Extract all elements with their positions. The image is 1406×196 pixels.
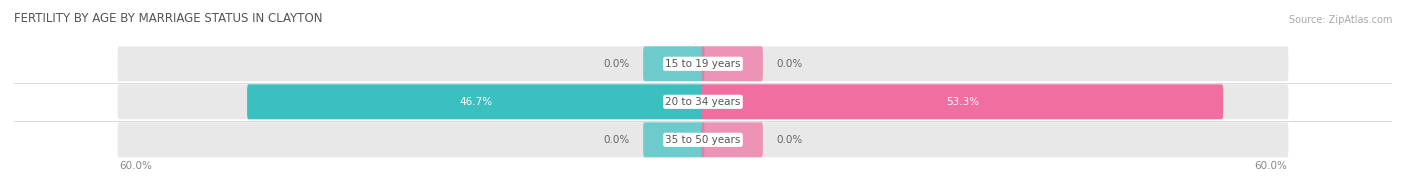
FancyBboxPatch shape <box>702 84 1223 119</box>
Text: 60.0%: 60.0% <box>1254 161 1286 171</box>
FancyBboxPatch shape <box>118 84 1288 119</box>
FancyBboxPatch shape <box>702 122 763 157</box>
Text: 0.0%: 0.0% <box>603 59 630 69</box>
Text: 53.3%: 53.3% <box>946 97 979 107</box>
FancyBboxPatch shape <box>643 46 704 81</box>
Text: 0.0%: 0.0% <box>776 59 803 69</box>
FancyBboxPatch shape <box>247 84 704 119</box>
Text: 0.0%: 0.0% <box>776 135 803 145</box>
Text: 35 to 50 years: 35 to 50 years <box>665 135 741 145</box>
Text: 0.0%: 0.0% <box>603 135 630 145</box>
Text: 46.7%: 46.7% <box>460 97 492 107</box>
FancyBboxPatch shape <box>118 46 1288 81</box>
Text: FERTILITY BY AGE BY MARRIAGE STATUS IN CLAYTON: FERTILITY BY AGE BY MARRIAGE STATUS IN C… <box>14 12 322 25</box>
Text: Source: ZipAtlas.com: Source: ZipAtlas.com <box>1288 15 1392 25</box>
FancyBboxPatch shape <box>643 122 704 157</box>
FancyBboxPatch shape <box>702 46 763 81</box>
Text: 20 to 34 years: 20 to 34 years <box>665 97 741 107</box>
Text: 15 to 19 years: 15 to 19 years <box>665 59 741 69</box>
Text: 60.0%: 60.0% <box>120 161 152 171</box>
FancyBboxPatch shape <box>118 122 1288 157</box>
